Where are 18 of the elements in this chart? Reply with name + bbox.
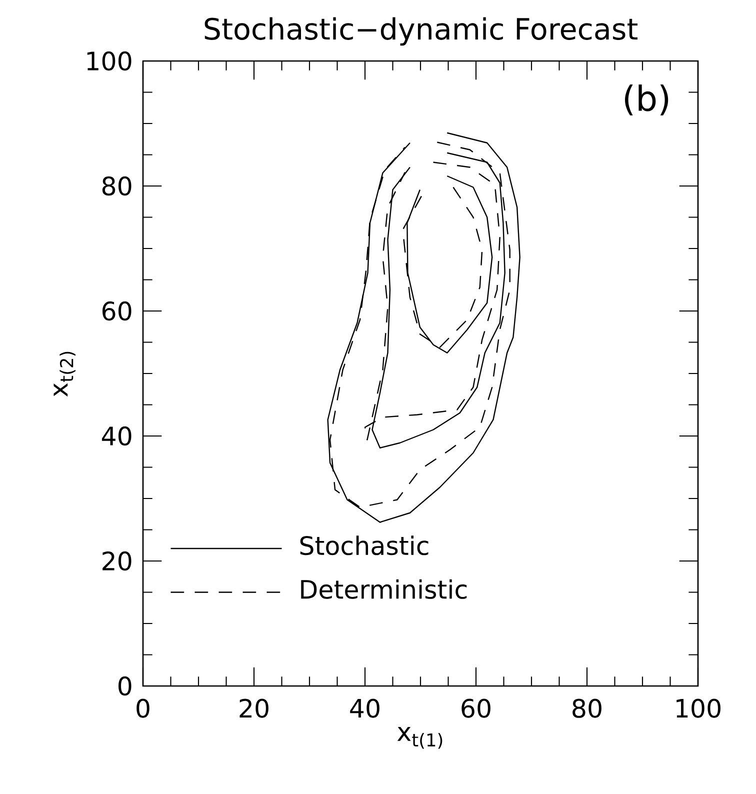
legend-label: Stochastic (300, 536, 428, 556)
legend-label: Deterministic (301, 579, 467, 599)
annotation: (b) (625, 84, 668, 116)
y-tick-label: 40 (102, 426, 132, 446)
x-tick-label: 60 (462, 698, 490, 718)
y-tick-label: 100 (87, 51, 132, 71)
y-tick-label: 0 (118, 676, 132, 696)
x-axis-title: x$_{t(1)}$ (397, 727, 442, 749)
x-tick-label: 80 (572, 698, 602, 718)
x-tick-label: 0 (136, 698, 150, 718)
x-tick-label: 40 (350, 698, 380, 718)
y-tick-label: 60 (102, 301, 132, 321)
x-tick-label: 20 (240, 698, 268, 718)
x-tick-label: 100 (676, 698, 720, 718)
y-axis-title: x$_{t(2)}$ (54, 352, 76, 397)
y-tick-label: 20 (102, 551, 132, 571)
y-tick-label: 80 (102, 176, 132, 196)
chart-title: Stochastic−dynamic Forecast (204, 17, 638, 46)
